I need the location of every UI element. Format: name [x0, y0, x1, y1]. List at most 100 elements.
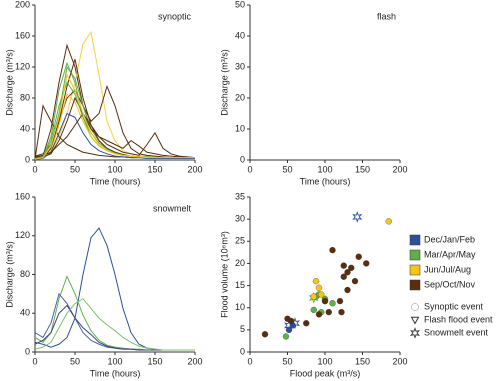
point	[329, 300, 336, 307]
legend-swatch	[409, 234, 421, 246]
y-tick-label: 30	[235, 61, 245, 71]
x-tick-label: 200	[392, 356, 407, 366]
x-tick-label: 100	[107, 356, 122, 366]
y-tick-label: 30	[235, 214, 245, 224]
y-tick-label: 25	[235, 236, 245, 246]
point	[344, 269, 351, 276]
x-tick-label: 0	[32, 164, 37, 174]
x-axis-label: Time (hours)	[300, 176, 351, 186]
point	[385, 218, 392, 225]
x-tick-label: 150	[355, 164, 370, 174]
y-tick-label: 10	[235, 302, 245, 312]
x-tick-label: 150	[147, 164, 162, 174]
y-tick-label: 0	[240, 154, 245, 164]
line	[34, 73, 195, 160]
y-tick-label: 160	[15, 191, 30, 201]
y-tick-label: 15	[235, 280, 245, 290]
y-tick-label: 0	[25, 154, 30, 164]
line	[34, 227, 195, 351]
point	[312, 277, 320, 285]
x-tick-label: 50	[70, 356, 80, 366]
point	[351, 277, 359, 285]
line	[34, 292, 195, 351]
y-tick-label: 20	[235, 258, 245, 268]
y-tick-label: 40	[20, 123, 30, 133]
x-axis-label: Time (hours)	[90, 176, 141, 186]
x-tick-label: 0	[32, 356, 37, 366]
point	[303, 320, 310, 327]
y-tick-label: 80	[20, 92, 30, 102]
x-tick-label: 200	[187, 164, 202, 174]
x-axis-label: Flood peak (m³/s)	[290, 368, 361, 378]
point	[325, 308, 332, 316]
point	[355, 253, 362, 260]
legend-marker	[410, 316, 420, 325]
x-tick-label: 200	[187, 356, 202, 366]
x-tick-label: 50	[70, 164, 80, 174]
point	[338, 308, 345, 316]
point	[261, 331, 269, 338]
x-tick-label: 100	[317, 164, 332, 174]
y-tick-label: 120	[15, 61, 30, 71]
x-tick-label: 150	[147, 356, 162, 366]
point	[352, 211, 363, 223]
y-tick-label: 0	[25, 346, 30, 356]
x-tick-label: 150	[355, 356, 370, 366]
point	[348, 264, 355, 272]
point	[315, 311, 323, 318]
line	[34, 30, 195, 159]
legend-swatch	[409, 249, 421, 261]
y-tick-label: 20	[235, 92, 245, 102]
legend-label: Synoptic event	[424, 301, 484, 311]
panel-title: snowmelt	[153, 203, 192, 213]
point	[340, 262, 347, 269]
y-tick-label: 40	[20, 308, 30, 318]
y-axis-label: Discharge (m³/s)	[219, 49, 229, 116]
legend-swatch	[409, 264, 421, 276]
y-axis-label: Flood volume (10⁶m³)	[219, 231, 229, 318]
x-tick-label: 50	[282, 356, 292, 366]
x-tick-label: 100	[107, 164, 122, 174]
y-axis-label: Discharge (m³/s)	[4, 241, 14, 308]
x-tick-label: 50	[282, 164, 292, 174]
x-tick-label: 100	[317, 356, 332, 366]
point	[321, 297, 329, 305]
y-tick-label: 35	[235, 191, 245, 201]
legend-marker	[409, 327, 421, 339]
x-tick-label: 200	[392, 164, 407, 174]
point	[315, 284, 323, 291]
panel-title: flash	[377, 11, 396, 21]
legend-label: Flash flood event	[424, 314, 493, 324]
line	[34, 96, 196, 159]
x-tick-label: 0	[247, 356, 252, 366]
line	[34, 298, 195, 351]
x-axis-label: Time (hours)	[90, 368, 141, 378]
legend-label: Jun/Jul/Aug	[424, 264, 471, 274]
point	[344, 286, 351, 294]
line	[34, 112, 195, 160]
point	[336, 297, 344, 305]
y-tick-label: 120	[15, 230, 30, 240]
legend-label: Mar/Apr/May	[424, 249, 476, 259]
y-tick-label: 80	[20, 269, 30, 279]
line	[34, 59, 195, 159]
point	[288, 317, 295, 325]
point	[363, 260, 370, 267]
point	[340, 273, 347, 280]
point	[282, 333, 290, 340]
point	[308, 292, 319, 304]
y-tick-label: 5	[240, 324, 245, 334]
y-tick-label: 40	[235, 30, 245, 40]
line	[34, 112, 196, 159]
y-tick-label: 200	[15, 0, 30, 9]
legend-label: Sep/Oct/Nov	[424, 279, 476, 289]
point	[310, 306, 317, 314]
legend-label: Dec/Jan/Feb	[424, 234, 475, 244]
point	[318, 291, 325, 298]
x-tick-label: 0	[247, 164, 252, 174]
legend-label: Snowmelt event	[424, 327, 489, 337]
y-tick-label: 160	[15, 30, 30, 40]
legend-swatch	[409, 279, 421, 291]
point	[310, 293, 317, 300]
